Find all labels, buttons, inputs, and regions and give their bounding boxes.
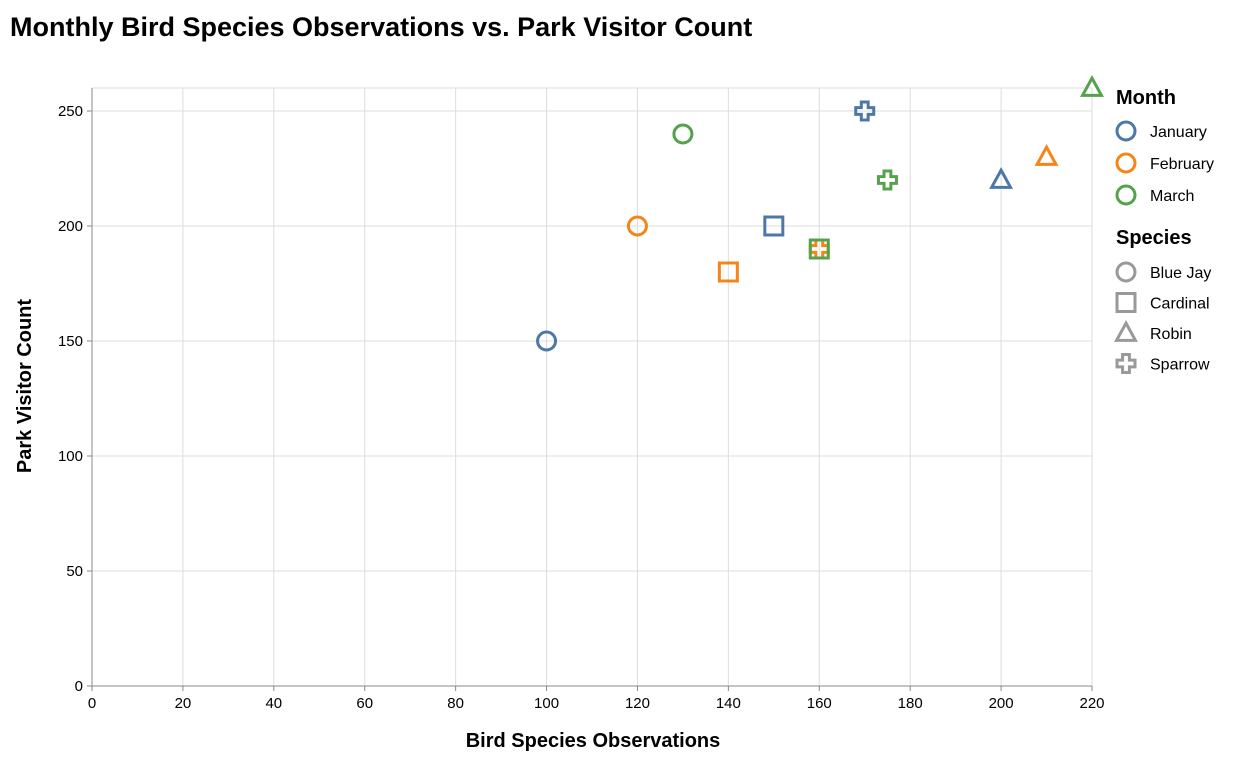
y-tick-label: 200 bbox=[58, 218, 83, 235]
legend-label-cardinal: Cardinal bbox=[1150, 296, 1210, 313]
axes: 0 20 40 60 80 100 120 140 160 180 200 220 0 50 100 150 2… bbox=[58, 88, 1105, 712]
x-tick-label: 60 bbox=[356, 695, 373, 712]
x-tick-label: 40 bbox=[265, 695, 282, 712]
point-january-robin bbox=[989, 166, 1014, 189]
legend-label-blue-jay: Blue Jay bbox=[1150, 265, 1211, 282]
point-march-robin bbox=[1080, 74, 1104, 97]
y-tick-label: 50 bbox=[66, 563, 83, 580]
x-axis-title: Bird Species Observations bbox=[466, 730, 721, 752]
legend-label-robin: Robin bbox=[1150, 326, 1192, 343]
chart-title: Monthly Bird Species Observations vs. Pa… bbox=[10, 12, 752, 42]
x-tick-label: 80 bbox=[447, 695, 464, 712]
grid bbox=[91, 87, 1093, 687]
point-february-cardinal bbox=[717, 261, 739, 283]
point-march-blue-jay bbox=[672, 123, 694, 145]
legend-symbol-robin bbox=[1114, 319, 1138, 342]
legend-label-sparrow: Sparrow bbox=[1150, 357, 1210, 374]
x-tick-label: 120 bbox=[625, 695, 650, 712]
x-tick-label: 180 bbox=[898, 695, 923, 712]
legend: Month January February March Species Blue Jay… bbox=[1114, 87, 1214, 374]
color-legend-title: Month bbox=[1116, 87, 1176, 109]
y-tick-label: 150 bbox=[58, 333, 83, 350]
legend-label-february: February bbox=[1150, 156, 1214, 173]
point-march-cardinal bbox=[808, 238, 830, 260]
legend-symbol-march bbox=[1115, 184, 1137, 206]
x-tick-label: 220 bbox=[1079, 695, 1104, 712]
point-february-blue-jay bbox=[626, 215, 648, 237]
x-tick-label: 200 bbox=[989, 695, 1014, 712]
point-january-blue-jay bbox=[536, 330, 558, 352]
legend-symbol-blue-jay bbox=[1115, 261, 1137, 283]
legend-symbol-february bbox=[1115, 152, 1137, 174]
point-february-robin bbox=[1034, 143, 1059, 166]
y-axis-title: Park Visitor Count bbox=[14, 299, 36, 473]
y-tick-label: 250 bbox=[58, 103, 83, 120]
x-tick-label: 160 bbox=[807, 695, 832, 712]
x-tick-label: 0 bbox=[88, 695, 96, 712]
data-points bbox=[536, 74, 1104, 352]
x-tick-label: 20 bbox=[175, 695, 192, 712]
shape-legend-title: Species bbox=[1116, 227, 1192, 249]
legend-symbol-january bbox=[1115, 120, 1137, 142]
x-tick-label: 140 bbox=[716, 695, 741, 712]
legend-label-january: January bbox=[1150, 124, 1207, 141]
y-tick-label: 100 bbox=[58, 448, 83, 465]
point-january-cardinal bbox=[763, 215, 785, 237]
point-january-sparrow bbox=[854, 100, 876, 122]
point-march-sparrow bbox=[876, 169, 898, 191]
legend-label-march: March bbox=[1150, 188, 1194, 205]
legend-symbol-sparrow bbox=[1115, 353, 1137, 374]
x-tick-label: 100 bbox=[534, 695, 559, 712]
y-tick-label: 0 bbox=[75, 678, 83, 695]
legend-symbol-cardinal bbox=[1115, 292, 1137, 313]
